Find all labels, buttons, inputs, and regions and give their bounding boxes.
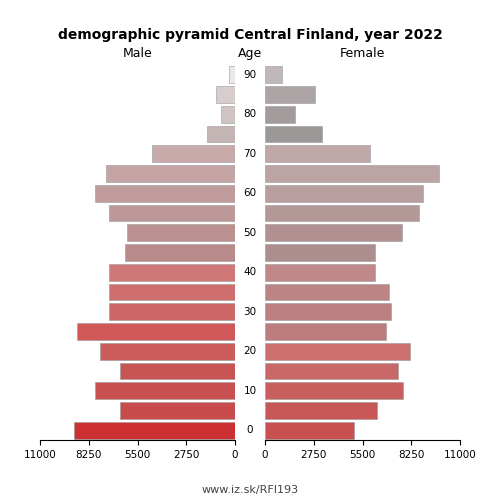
Text: 0: 0 <box>247 425 254 435</box>
Bar <box>120 402 235 419</box>
Text: Female: Female <box>340 47 385 60</box>
Bar <box>265 402 376 419</box>
Text: 70: 70 <box>244 149 256 159</box>
Bar <box>221 106 235 122</box>
Bar <box>109 284 235 300</box>
Bar <box>265 86 314 103</box>
Text: 80: 80 <box>244 110 256 120</box>
Bar <box>95 382 235 399</box>
Bar <box>95 185 235 202</box>
Bar <box>230 66 235 84</box>
Bar <box>265 284 389 300</box>
Text: www.iz.sk/RFI193: www.iz.sk/RFI193 <box>202 485 298 495</box>
Text: Age: Age <box>238 47 262 60</box>
Text: 10: 10 <box>244 386 256 396</box>
Bar <box>265 165 438 182</box>
Bar <box>100 343 235 359</box>
Bar <box>265 106 295 122</box>
Bar <box>109 204 235 222</box>
Text: 20: 20 <box>244 346 256 356</box>
Bar <box>120 362 235 380</box>
Bar <box>77 323 235 340</box>
Text: 90: 90 <box>244 70 256 80</box>
Text: Male: Male <box>122 47 152 60</box>
Bar <box>265 422 354 438</box>
Bar <box>265 126 322 142</box>
Bar <box>265 362 398 380</box>
Bar <box>74 422 235 438</box>
Bar <box>152 146 235 162</box>
Text: 40: 40 <box>244 267 256 277</box>
Bar <box>265 204 419 222</box>
Bar <box>206 126 235 142</box>
Bar <box>109 304 235 320</box>
Bar <box>265 304 391 320</box>
Bar <box>125 244 235 261</box>
Bar <box>265 323 386 340</box>
Text: 30: 30 <box>244 306 256 316</box>
Bar <box>109 264 235 280</box>
Text: 50: 50 <box>244 228 256 238</box>
Bar <box>265 66 282 84</box>
Bar <box>265 264 375 280</box>
Bar <box>216 86 235 103</box>
Bar <box>265 343 410 359</box>
Bar <box>265 146 370 162</box>
Bar <box>106 165 235 182</box>
Bar <box>127 224 235 241</box>
Bar <box>265 244 375 261</box>
Bar <box>265 224 402 241</box>
Bar <box>265 382 404 399</box>
Bar <box>265 185 423 202</box>
Text: demographic pyramid Central Finland, year 2022: demographic pyramid Central Finland, yea… <box>58 28 442 42</box>
Text: 60: 60 <box>244 188 256 198</box>
